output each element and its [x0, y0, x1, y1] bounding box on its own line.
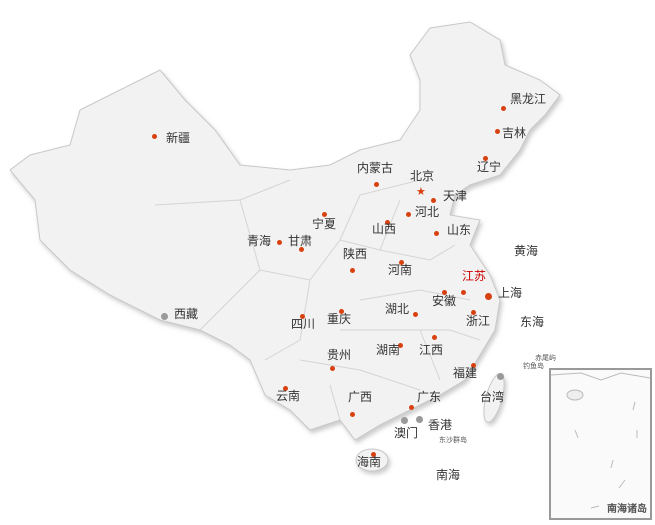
province-label[interactable]: 河北 — [415, 205, 440, 219]
province-label[interactable]: 西藏 — [174, 307, 199, 321]
city-marker-icon[interactable] — [494, 128, 500, 134]
city-marker-icon[interactable] — [373, 181, 379, 187]
city-marker-icon[interactable] — [151, 133, 157, 139]
hainan-shape — [355, 448, 389, 472]
province-label[interactable]: 台湾 — [480, 390, 505, 404]
province-label[interactable]: 甘肃 — [288, 234, 313, 248]
city-marker-icon[interactable] — [398, 259, 404, 265]
province-label[interactable]: 安徽 — [432, 294, 457, 308]
province-label[interactable]: 澳门 — [394, 426, 419, 440]
city-marker-icon[interactable] — [370, 451, 376, 457]
province-label[interactable]: 宁夏 — [312, 217, 337, 231]
city-marker-icon[interactable] — [484, 292, 492, 300]
province-label[interactable]: 浙江 — [466, 314, 491, 328]
city-marker-icon[interactable] — [349, 267, 355, 273]
city-marker-icon[interactable] — [405, 211, 411, 217]
province-label[interactable]: 黑龙江 — [510, 92, 547, 106]
city-marker-icon[interactable] — [412, 311, 418, 317]
city-marker-icon[interactable] — [433, 230, 439, 236]
province-label[interactable]: 河南 — [388, 263, 413, 277]
province-label[interactable]: 广东 — [417, 390, 442, 404]
south-china-sea-inset: 南海诸岛 — [549, 368, 652, 520]
province-borders — [154, 179, 481, 421]
province-label[interactable]: 广西 — [348, 390, 373, 404]
sea-label: 南海 — [436, 468, 461, 482]
province-label[interactable]: 江西 — [419, 343, 444, 357]
province-label[interactable]: 山东 — [447, 223, 472, 237]
city-marker-icon[interactable] — [299, 313, 305, 319]
province-label[interactable]: 北京 — [410, 169, 435, 183]
province-label[interactable]: 湖北 — [385, 302, 410, 316]
city-marker-icon[interactable] — [470, 309, 476, 315]
province-label[interactable]: 内蒙古 — [357, 161, 394, 175]
province-label[interactable]: 香港 — [428, 418, 453, 432]
island-label: 东沙群岛 — [439, 436, 467, 444]
province-label[interactable]: 新疆 — [166, 131, 191, 145]
inset-map — [551, 372, 650, 509]
province-label[interactable]: 山西 — [372, 222, 397, 236]
inset-title: 南海诸岛 — [607, 504, 647, 515]
city-marker-icon[interactable] — [384, 219, 390, 225]
city-marker-icon[interactable] — [408, 404, 414, 410]
province-label[interactable]: 四川 — [291, 317, 316, 331]
sea-label: 黄海 — [514, 244, 539, 258]
province-label[interactable]: 湖南 — [376, 343, 401, 357]
province-label[interactable]: 贵州 — [327, 348, 352, 362]
mainland-outline — [9, 21, 561, 441]
sea-label: 东海 — [520, 315, 545, 329]
province-label[interactable]: 海南 — [357, 455, 382, 469]
province-label[interactable]: 江苏 — [462, 269, 487, 283]
city-marker-icon[interactable] — [282, 385, 288, 391]
city-marker-icon[interactable] — [160, 312, 168, 320]
city-marker-icon[interactable] — [431, 334, 437, 340]
city-marker-icon[interactable] — [496, 372, 504, 380]
city-marker-icon[interactable] — [460, 289, 466, 295]
city-marker-icon[interactable] — [430, 197, 436, 203]
island-label: 赤尾屿 — [535, 354, 556, 362]
city-marker-icon[interactable] — [298, 246, 304, 252]
city-marker-icon[interactable] — [470, 362, 476, 368]
province-label[interactable]: 重庆 — [327, 312, 352, 326]
capital-star-icon[interactable]: ★ — [416, 185, 426, 198]
island-label: 钓鱼岛 — [523, 362, 544, 370]
city-marker-icon[interactable] — [397, 342, 403, 348]
province-label[interactable]: 陕西 — [343, 247, 368, 261]
province-label[interactable]: 青海 — [247, 234, 272, 248]
city-marker-icon[interactable] — [338, 308, 344, 314]
city-marker-icon[interactable] — [482, 155, 488, 161]
city-marker-icon[interactable] — [400, 416, 408, 424]
city-marker-icon[interactable] — [329, 365, 335, 371]
city-marker-icon[interactable] — [441, 289, 447, 295]
city-marker-icon[interactable] — [349, 411, 355, 417]
city-marker-icon[interactable] — [276, 239, 282, 245]
province-label[interactable]: 吉林 — [502, 126, 527, 140]
city-marker-icon[interactable] — [500, 105, 506, 111]
city-marker-icon[interactable] — [415, 415, 423, 423]
city-marker-icon[interactable] — [321, 211, 327, 217]
province-label[interactable]: 上海 — [498, 286, 523, 300]
province-label[interactable]: 天津 — [443, 189, 468, 203]
province-label[interactable]: 云南 — [276, 389, 301, 403]
province-label[interactable]: 辽宁 — [477, 160, 502, 174]
province-label[interactable]: 福建 — [453, 366, 478, 380]
